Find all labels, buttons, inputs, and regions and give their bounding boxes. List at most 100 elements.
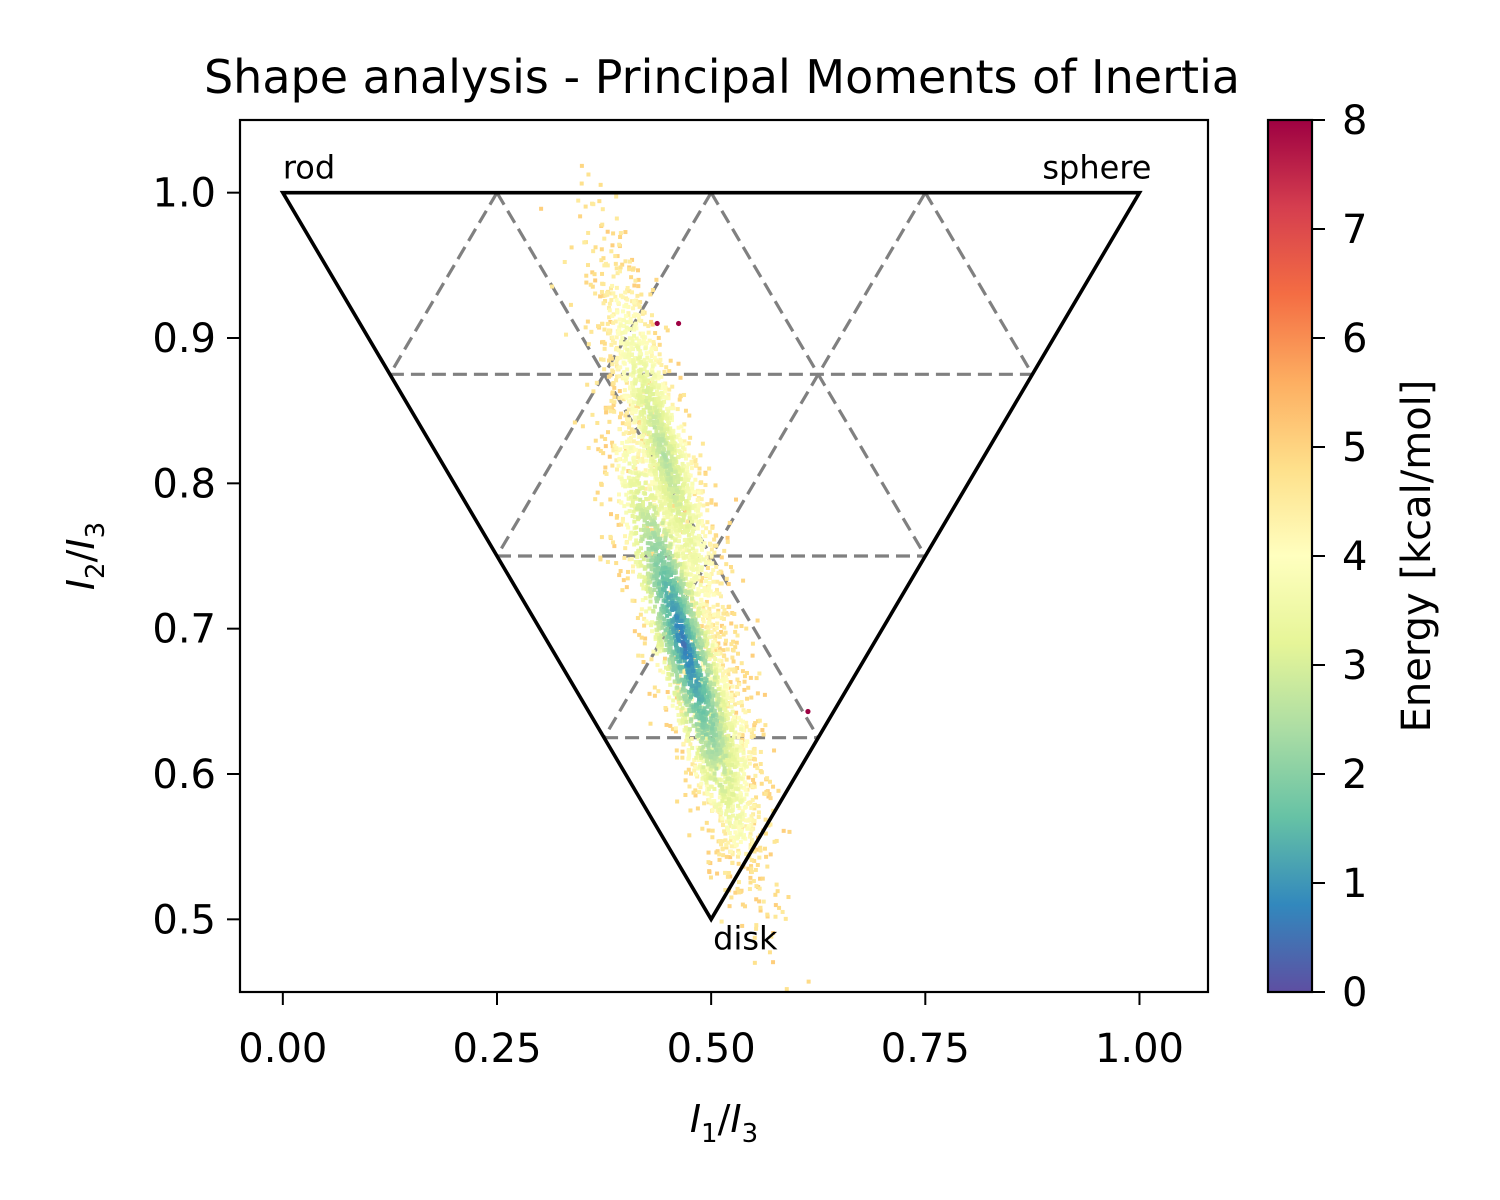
data-point bbox=[649, 422, 654, 427]
data-point bbox=[645, 385, 650, 390]
data-point bbox=[727, 782, 732, 787]
data-point bbox=[638, 511, 643, 516]
data-point bbox=[723, 870, 728, 875]
data-point bbox=[674, 615, 679, 620]
data-point bbox=[662, 621, 667, 626]
data-point bbox=[738, 767, 743, 772]
data-point bbox=[740, 809, 745, 814]
data-point bbox=[665, 435, 670, 440]
data-point bbox=[612, 544, 617, 549]
data-point bbox=[694, 601, 699, 606]
data-point bbox=[664, 469, 669, 474]
data-point bbox=[640, 514, 645, 519]
data-point bbox=[722, 792, 727, 797]
data-point bbox=[705, 727, 710, 732]
data-point bbox=[702, 769, 707, 774]
data-point bbox=[656, 581, 661, 586]
data-point bbox=[662, 389, 667, 394]
data-point bbox=[705, 694, 710, 699]
data-point bbox=[655, 531, 660, 536]
data-point bbox=[641, 309, 646, 314]
data-point bbox=[682, 392, 687, 397]
data-point bbox=[733, 667, 738, 672]
chart-title: Shape analysis - Principal Moments of In… bbox=[204, 50, 1240, 104]
data-point bbox=[675, 624, 680, 629]
data-point bbox=[648, 502, 653, 507]
data-point bbox=[539, 206, 544, 211]
data-point bbox=[688, 435, 693, 440]
data-point bbox=[752, 781, 757, 786]
data-point bbox=[683, 679, 688, 684]
data-point bbox=[748, 880, 753, 885]
data-point bbox=[735, 633, 740, 638]
data-point bbox=[666, 429, 671, 434]
data-point bbox=[690, 635, 695, 640]
data-point bbox=[631, 446, 636, 451]
data-point bbox=[655, 396, 660, 401]
data-point bbox=[665, 406, 670, 411]
data-point bbox=[609, 342, 614, 347]
data-point bbox=[666, 450, 671, 455]
data-point bbox=[662, 428, 667, 433]
data-point bbox=[739, 822, 744, 827]
data-point bbox=[627, 320, 632, 325]
data-point bbox=[673, 603, 678, 608]
data-point bbox=[646, 575, 651, 580]
data-point bbox=[643, 346, 648, 351]
data-point bbox=[710, 729, 715, 734]
data-point bbox=[674, 514, 679, 519]
data-point bbox=[632, 356, 637, 361]
data-point bbox=[716, 700, 721, 705]
data-point bbox=[646, 378, 651, 383]
data-point bbox=[624, 325, 629, 330]
data-point bbox=[683, 716, 688, 721]
data-point bbox=[584, 280, 589, 285]
data-point bbox=[701, 775, 706, 780]
data-point bbox=[582, 240, 587, 245]
data-point bbox=[679, 689, 684, 694]
data-point bbox=[705, 641, 710, 646]
data-point bbox=[708, 677, 713, 682]
data-point bbox=[671, 659, 676, 664]
data-point bbox=[695, 642, 700, 647]
data-point bbox=[624, 422, 629, 427]
data-point bbox=[655, 488, 660, 493]
data-point bbox=[713, 717, 718, 722]
data-point bbox=[676, 505, 681, 510]
data-point bbox=[710, 770, 715, 775]
data-point bbox=[709, 801, 714, 806]
data-point bbox=[722, 745, 727, 750]
data-point bbox=[720, 788, 725, 793]
data-point bbox=[626, 469, 631, 474]
data-point bbox=[664, 481, 669, 486]
data-point bbox=[657, 342, 662, 347]
data-point bbox=[680, 749, 685, 754]
data-point bbox=[728, 835, 733, 840]
data-point bbox=[669, 585, 674, 590]
data-point bbox=[623, 484, 628, 489]
data-point bbox=[699, 624, 704, 629]
data-point bbox=[742, 813, 747, 818]
data-point bbox=[724, 843, 729, 848]
data-point bbox=[640, 311, 645, 316]
data-point bbox=[667, 526, 672, 531]
data-point bbox=[684, 467, 689, 472]
data-point bbox=[725, 647, 730, 652]
data-point bbox=[701, 619, 706, 624]
data-point bbox=[664, 521, 669, 526]
data-point bbox=[676, 509, 681, 514]
data-point bbox=[592, 272, 597, 277]
data-point bbox=[705, 502, 710, 507]
corner-label-sphere: sphere bbox=[1042, 149, 1151, 187]
data-point bbox=[728, 770, 733, 775]
data-point bbox=[615, 513, 620, 518]
data-point bbox=[771, 960, 776, 965]
data-point bbox=[672, 584, 677, 589]
data-point bbox=[666, 529, 671, 534]
data-point bbox=[668, 542, 673, 547]
data-point bbox=[731, 825, 736, 830]
data-point bbox=[747, 750, 752, 755]
data-point bbox=[667, 657, 672, 662]
y-tick-label: 0.7 bbox=[152, 607, 216, 653]
data-point bbox=[623, 413, 628, 418]
